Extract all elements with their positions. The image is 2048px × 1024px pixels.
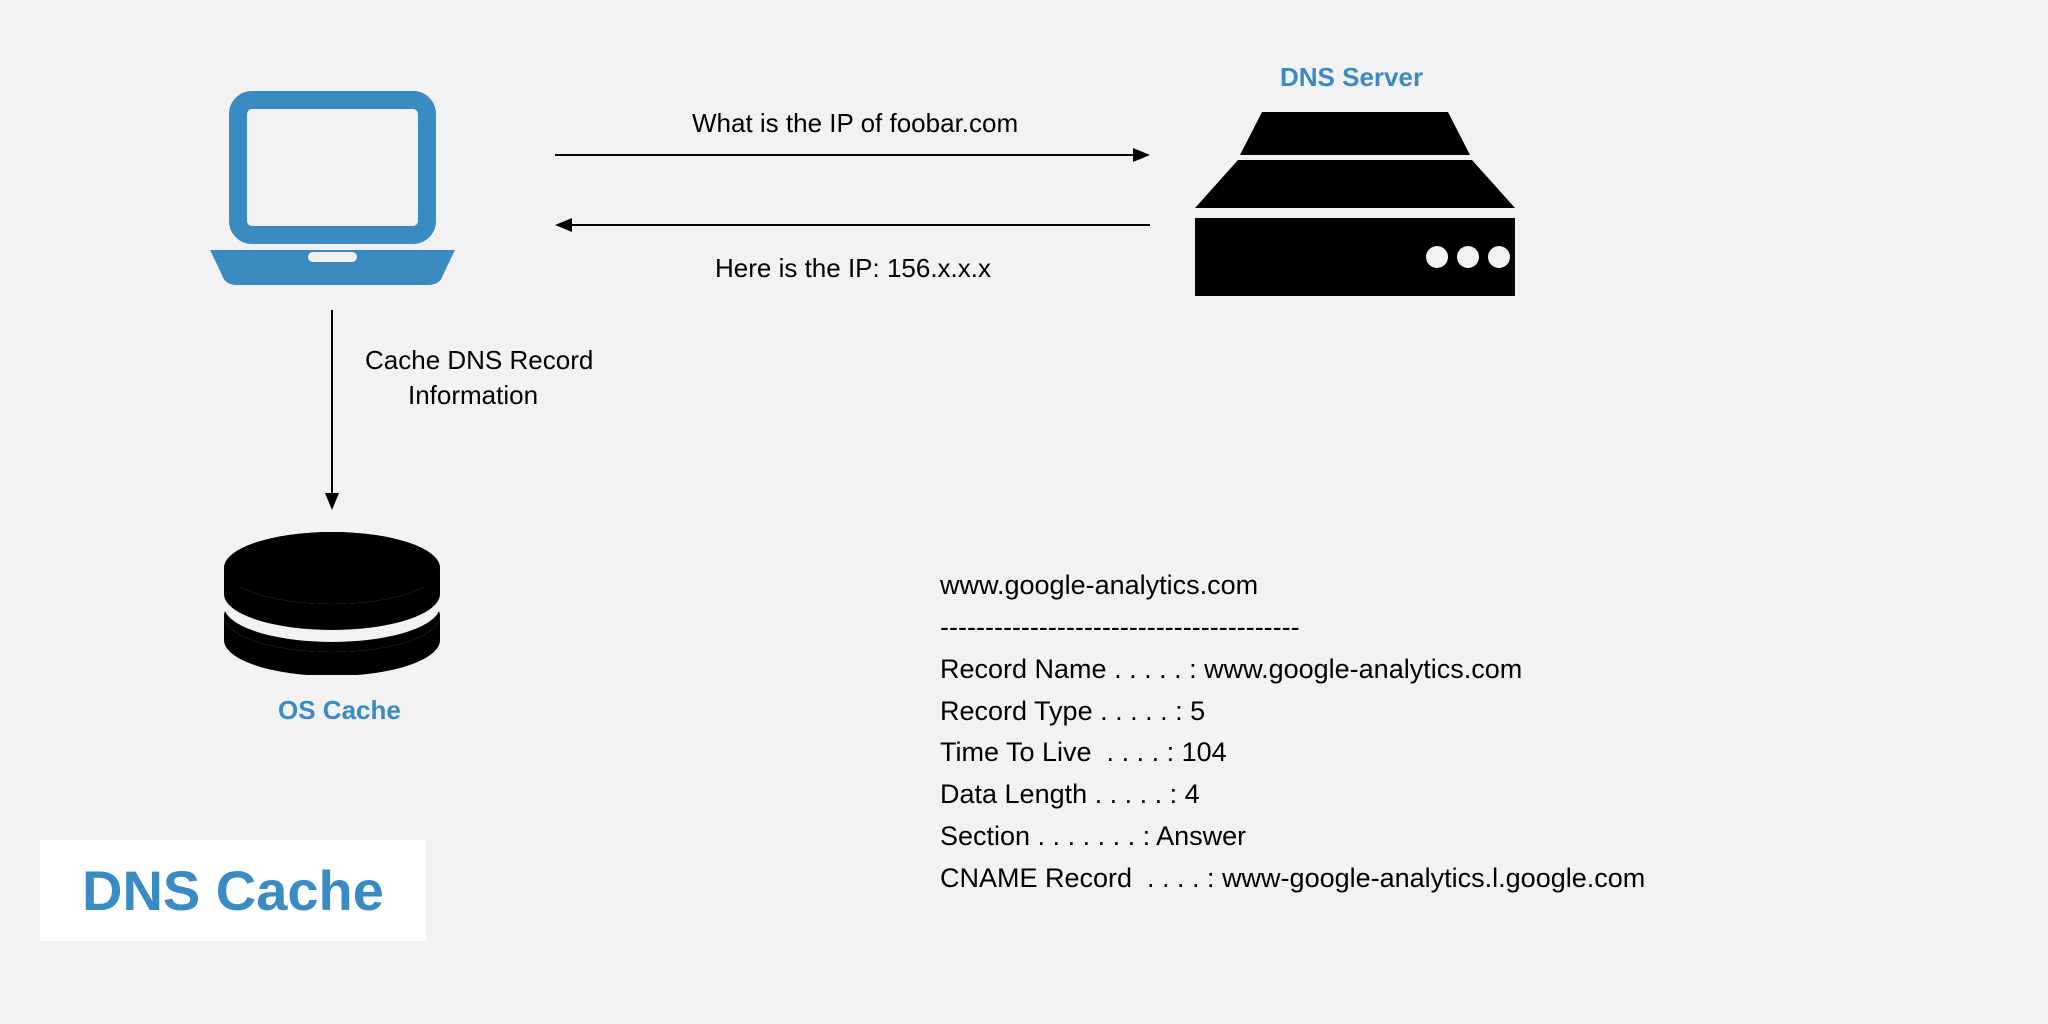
arrow-cache <box>322 310 342 510</box>
dns-record-block: www.google-analytics.com ---------------… <box>940 565 1645 900</box>
record-line-0: Record Name . . . . . : www.google-analy… <box>940 649 1645 691</box>
laptop-icon <box>200 90 465 290</box>
record-line-1: Record Type . . . . . : 5 <box>940 691 1645 733</box>
response-label: Here is the IP: 156.x.x.x <box>715 253 991 284</box>
arrow-request <box>555 145 1150 165</box>
arrow-response <box>555 215 1150 235</box>
cache-icon <box>220 530 445 675</box>
record-line-3: Data Length . . . . . : 4 <box>940 774 1645 816</box>
diagram-title: DNS Cache <box>40 840 426 941</box>
record-divider: ---------------------------------------- <box>940 607 1645 649</box>
record-line-2: Time To Live . . . . : 104 <box>940 732 1645 774</box>
cache-arrow-label-2: Information <box>408 380 538 411</box>
cache-arrow-label-1: Cache DNS Record <box>365 345 593 376</box>
record-line-4: Section . . . . . . . : Answer <box>940 816 1645 858</box>
record-line-5: CNAME Record . . . . : www-google-analyt… <box>940 858 1645 900</box>
server-icon <box>1190 100 1520 300</box>
request-label: What is the IP of foobar.com <box>692 108 1018 139</box>
server-label: DNS Server <box>1280 62 1423 93</box>
cache-label: OS Cache <box>278 695 401 726</box>
record-host: www.google-analytics.com <box>940 565 1645 607</box>
